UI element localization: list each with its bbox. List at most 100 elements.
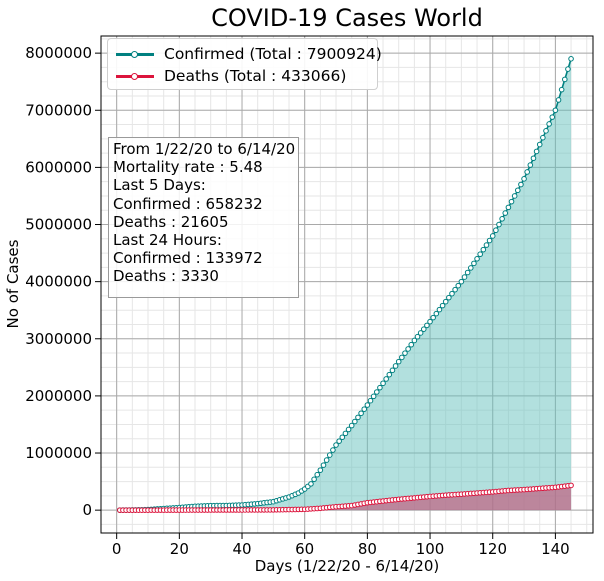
- point-confirmed: [543, 128, 549, 134]
- point-confirmed: [430, 314, 436, 321]
- series-markers: [117, 55, 574, 513]
- legend-item-confirmed: Confirmed (Total : 7900924): [116, 44, 382, 64]
- point-confirmed: [311, 476, 317, 483]
- point-confirmed: [511, 193, 518, 199]
- point-confirmed: [546, 121, 552, 127]
- point-confirmed: [502, 210, 509, 216]
- point-confirmed: [352, 418, 358, 425]
- plot-frame: [100, 35, 594, 534]
- point-confirmed: [326, 452, 333, 458]
- point-confirmed: [446, 294, 452, 301]
- point-confirmed: [464, 269, 471, 276]
- legend-swatch-deaths: [116, 66, 154, 86]
- point-confirmed: [505, 204, 512, 211]
- y-tick-label: 6000000: [25, 158, 92, 176]
- annotation-date-range: From 1/22/20 to 6/14/20: [113, 140, 296, 158]
- point-confirmed: [565, 66, 571, 72]
- y-tick-label: 3000000: [25, 330, 92, 348]
- point-confirmed: [480, 246, 487, 253]
- point-confirmed: [392, 363, 399, 369]
- point-confirmed: [320, 462, 327, 468]
- point-confirmed: [414, 333, 421, 340]
- point-confirmed: [405, 346, 411, 352]
- legend-item-deaths: Deaths (Total : 433066): [116, 66, 346, 86]
- area-confirmed: [119, 58, 572, 511]
- point-confirmed: [333, 442, 339, 448]
- point-confirmed: [427, 318, 433, 325]
- x-tick-label: 80: [358, 540, 377, 558]
- annotation-last-5-days-heading: Last 5 Days:: [113, 176, 206, 195]
- point-confirmed: [402, 350, 408, 356]
- y-tick-label: 7000000: [25, 101, 92, 119]
- x-tick-label: 120: [478, 540, 507, 558]
- y-tick-label: 5000000: [25, 216, 92, 234]
- legend-label-confirmed: Confirmed (Total : 7900924): [164, 45, 382, 63]
- point-deaths: [568, 482, 574, 489]
- point-confirmed: [493, 227, 499, 234]
- x-tick-label: 60: [295, 540, 314, 558]
- point-confirmed: [424, 322, 430, 329]
- point-confirmed: [417, 330, 424, 336]
- point-confirmed: [514, 187, 521, 194]
- statistics-annotation: From 1/22/20 to 6/14/20 Mortality rate :…: [108, 137, 299, 298]
- point-confirmed: [386, 371, 393, 378]
- legend-swatch-confirmed: [116, 44, 154, 64]
- point-confirmed: [361, 406, 368, 412]
- point-confirmed: [527, 162, 534, 168]
- point-confirmed: [540, 134, 546, 141]
- point-confirmed: [380, 380, 386, 387]
- point-confirmed: [449, 290, 455, 297]
- point-confirmed: [330, 447, 336, 453]
- point-confirmed: [364, 402, 371, 408]
- point-confirmed: [436, 306, 443, 313]
- x-tick-label: 140: [541, 540, 570, 558]
- point-confirmed: [358, 410, 364, 417]
- point-confirmed: [508, 198, 515, 205]
- x-tick-label: 40: [232, 540, 251, 558]
- point-confirmed: [496, 221, 502, 228]
- x-tick-label: 100: [416, 540, 445, 558]
- point-confirmed: [452, 286, 458, 293]
- point-confirmed: [549, 114, 556, 120]
- point-confirmed: [552, 107, 559, 114]
- point-confirmed: [518, 181, 524, 188]
- point-confirmed: [345, 426, 352, 433]
- point-confirmed: [367, 397, 374, 404]
- point-confirmed: [408, 341, 415, 348]
- point-confirmed: [420, 326, 427, 332]
- point-confirmed: [339, 434, 346, 441]
- point-confirmed: [433, 310, 440, 317]
- point-confirmed: [389, 367, 396, 374]
- point-confirmed: [477, 251, 483, 258]
- point-confirmed: [323, 457, 330, 463]
- x-tick-label: 0: [112, 540, 122, 558]
- chart-title: COVID-19 Cases World: [211, 4, 483, 32]
- point-confirmed: [342, 430, 349, 437]
- point-confirmed: [483, 242, 490, 248]
- annotation-last-24-hours-confirmed: Confirmed : 133972: [113, 249, 263, 268]
- point-confirmed: [558, 86, 565, 93]
- point-confirmed: [377, 384, 383, 391]
- point-confirmed: [383, 376, 389, 382]
- point-confirmed: [308, 481, 314, 487]
- y-tick-label: 8000000: [25, 44, 92, 62]
- point-confirmed: [373, 389, 380, 395]
- point-confirmed: [555, 97, 562, 103]
- annotation-last-24-hours-deaths: Deaths : 3330: [113, 267, 219, 286]
- legend-label-deaths: Deaths (Total : 433066): [164, 67, 347, 85]
- area-deaths: [119, 485, 572, 511]
- annotation-last-24-hours-heading: Last 24 Hours:: [113, 231, 222, 250]
- point-confirmed: [314, 471, 321, 478]
- point-confirmed: [499, 216, 505, 222]
- point-confirmed: [348, 422, 355, 429]
- point-confirmed: [399, 354, 405, 361]
- point-confirmed: [395, 358, 402, 365]
- x-axis-label: Days (1/22/20 - 6/14/20): [255, 557, 440, 575]
- point-confirmed: [458, 278, 465, 285]
- y-tick-label: 0: [82, 501, 92, 519]
- point-confirmed: [439, 302, 446, 309]
- point-confirmed: [455, 282, 462, 289]
- annotation-last-5-days-confirmed: Confirmed : 658232: [113, 194, 263, 213]
- point-confirmed: [536, 141, 543, 148]
- point-confirmed: [474, 255, 480, 262]
